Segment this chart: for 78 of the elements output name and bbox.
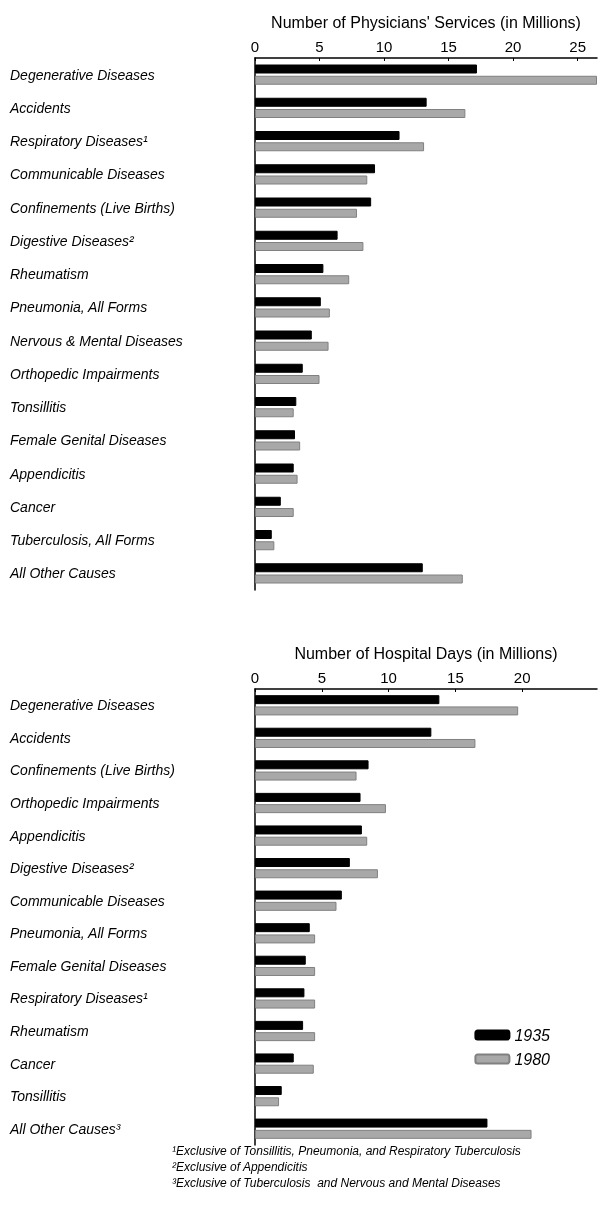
y-tick-label: Communicable Diseases	[10, 166, 165, 183]
y-tick-label: Appendicitis	[9, 827, 86, 844]
y-tick-label: Accidents	[9, 729, 71, 746]
bar	[255, 1064, 314, 1074]
y-tick-label: Rheumatism	[10, 266, 89, 283]
bar	[255, 836, 368, 846]
x-axis-title: Number of Hospital Days (in Millions)	[294, 644, 558, 662]
text: ²Exclusive of Appendicitis	[172, 1160, 308, 1174]
bar	[255, 175, 368, 185]
annotation: ¹Exclusive of Tonsillitis, Pneumonia, and Respiratory Tuberculosis	[172, 1144, 521, 1158]
bar	[255, 869, 378, 879]
y-tick-label: Digestive Diseases²	[10, 232, 136, 249]
y-tick-label: Pneumonia, All Forms	[10, 925, 148, 942]
y-tick-label: All Other Causes	[9, 565, 116, 582]
bar	[255, 804, 386, 814]
y-tick-label: Digestive Diseases²	[10, 860, 136, 877]
y-tick-label: Nervous & Mental Diseases	[10, 332, 183, 349]
bar	[255, 771, 357, 781]
bar	[255, 901, 337, 911]
bar	[255, 1129, 532, 1139]
y-tick-label: Accidents	[9, 99, 71, 116]
y-tick-label: Respiratory Diseases¹	[10, 133, 149, 150]
y-tick-label: All Other Causes³	[9, 1120, 121, 1137]
text: ³Exclusive of Tuberculosis and Nervous and Mental Diseases	[172, 1176, 501, 1190]
y-tick-label: Pneumonia, All Forms	[10, 299, 148, 316]
x-tick-label: 15	[447, 669, 464, 686]
y-tick-label: Tonsillitis	[10, 1088, 67, 1105]
bar	[255, 341, 329, 351]
x-tick-label: 10	[375, 38, 393, 55]
x-tick-label: 10	[380, 669, 397, 686]
x-axis-title: Number of Physicians' Services (in Millions)	[271, 13, 581, 31]
bar	[255, 541, 275, 551]
bar	[255, 308, 330, 318]
x-tick-label: 25	[569, 38, 586, 55]
y-tick-label: Orthopedic Impairments	[10, 795, 160, 811]
y-tick-label: Respiratory Diseases¹	[10, 990, 149, 1007]
bar	[255, 966, 316, 976]
y-tick-label: Rheumatism	[10, 1023, 89, 1039]
bar	[255, 142, 425, 152]
bar	[255, 999, 316, 1009]
bar	[255, 242, 364, 251]
y-tick-label: Female Genital Diseases	[10, 957, 167, 974]
y-tick-label: Degenerative Diseases	[10, 66, 155, 83]
bar	[255, 706, 519, 716]
y-tick-label: Orthopedic Impairments	[10, 365, 160, 382]
x-tick-label: 5	[317, 669, 326, 686]
y-tick-label: Tuberculosis, All Forms	[10, 532, 155, 549]
y-tick-label: Confinements (Live Births)	[10, 762, 175, 779]
bar	[255, 474, 298, 484]
bar	[255, 208, 357, 218]
x-tick-label: 0	[250, 38, 260, 55]
x-tick-label: 15	[440, 38, 457, 55]
x-tick-label: 0	[250, 669, 260, 686]
bar	[255, 574, 463, 584]
y-tick-label: Cancer	[10, 1055, 57, 1072]
y-tick-label: Communicable Diseases	[10, 892, 165, 909]
y-tick-label: Female Genital Diseases	[10, 432, 167, 449]
bar	[255, 508, 294, 517]
bar	[255, 1097, 280, 1107]
y-tick-label: Confinements (Live Births)	[10, 199, 175, 216]
bar	[255, 375, 320, 384]
x-tick-label: 20	[513, 669, 531, 686]
bar	[255, 441, 301, 451]
legend-label: 1980	[514, 1050, 551, 1068]
x-tick-label: 20	[504, 38, 522, 55]
bar	[255, 109, 466, 118]
y-tick-label: Degenerative Diseases	[10, 697, 155, 714]
bar	[255, 738, 476, 748]
x-tick-label: 5	[315, 38, 324, 55]
bar	[255, 1032, 316, 1042]
y-tick-label: Appendicitis	[9, 465, 86, 482]
bar	[255, 934, 316, 944]
bar	[255, 275, 350, 285]
bar	[255, 408, 294, 418]
legend-label: 1935	[514, 1026, 551, 1044]
y-tick-label: Cancer	[10, 498, 57, 515]
bar	[255, 75, 597, 85]
y-tick-label: Tonsillitis	[10, 399, 67, 416]
